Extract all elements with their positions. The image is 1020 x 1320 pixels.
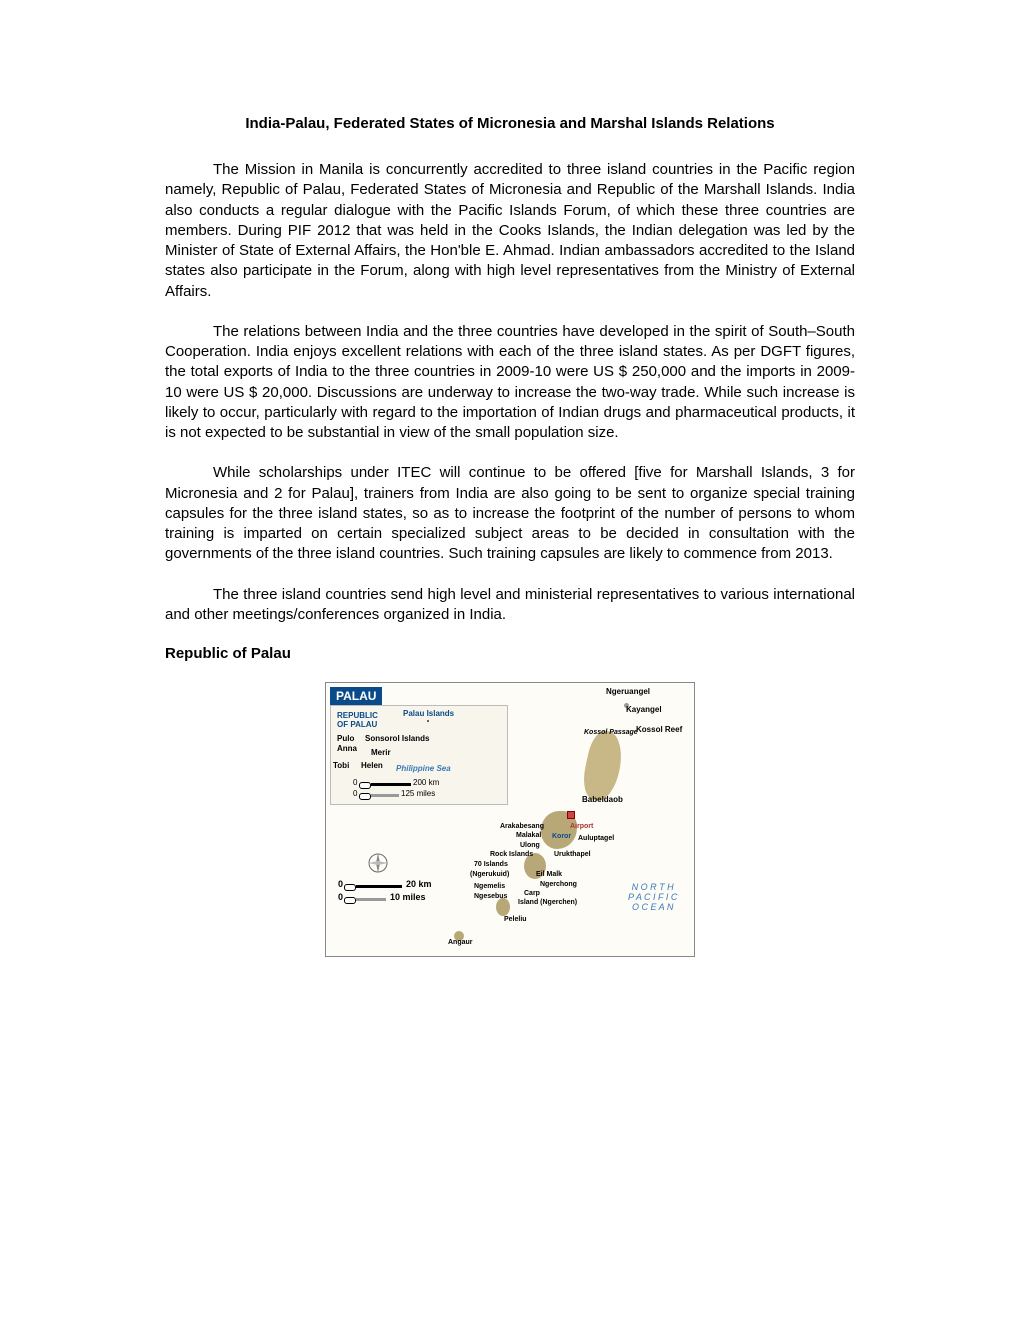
- label-urukthapel: Urukthapel: [554, 851, 591, 858]
- document-title: India-Palau, Federated States of Microne…: [165, 115, 855, 132]
- label-kossol: Kossol Reef: [636, 725, 682, 734]
- inset-scale-bar2: [371, 794, 399, 797]
- label-ngerchong: Ngerchong: [540, 881, 577, 888]
- map-header: PALAU: [330, 687, 382, 705]
- inset-pulo: Pulo: [337, 734, 354, 743]
- label-ngesebus: Ngesebus: [474, 893, 507, 900]
- paragraph-2: The relations between India and the thre…: [165, 322, 855, 444]
- label-aulupiagei: Auluptagel: [578, 835, 614, 842]
- paragraph-4: The three island countries send high lev…: [165, 585, 855, 626]
- inset-republic-label: REPUBLIC OF PALAU: [337, 712, 378, 730]
- paragraph-1: The Mission in Manila is concurrently ac…: [165, 160, 855, 302]
- main-scale-dist2: 10 miles: [390, 892, 426, 902]
- label-ngemelis: Ngemelis: [474, 883, 505, 890]
- label-airport: Airport: [570, 823, 593, 830]
- main-scale-bar1: [356, 885, 402, 888]
- inset-republic-line1: REPUBLIC: [337, 711, 378, 720]
- label-70-islands: 70 Islands: [474, 861, 508, 868]
- label-ocean: N O R T H P A C I F I C O C E A N: [628, 883, 677, 913]
- label-arakabesang: Arakabesang: [500, 823, 544, 830]
- label-peleliu: Peleliu: [504, 916, 527, 923]
- label-malakal: Malakal: [516, 832, 541, 839]
- section-heading-palau: Republic of Palau: [165, 645, 855, 662]
- paragraph-3: While scholarships under ITEC will conti…: [165, 463, 855, 564]
- inset-republic-line2: OF PALAU: [337, 720, 377, 729]
- inset-scale-dist1: 200 km: [413, 778, 439, 787]
- label-kossol-passage: Kossol Passage: [584, 729, 638, 736]
- main-scale-bar2: [356, 898, 386, 901]
- label-angaur: Angaur: [448, 939, 473, 946]
- label-koror: Koror: [552, 833, 571, 840]
- inset-merir: Merir: [371, 748, 391, 757]
- island-babeldaob: [579, 728, 627, 804]
- palau-map: PALAU REPUBLIC OF PALAU Palau Islands Pu…: [325, 682, 695, 957]
- inset-sonsorol: Sonsorol Islands: [365, 734, 429, 743]
- label-ngeruangel: Ngeruangel: [606, 687, 650, 696]
- label-kayangel: Kayangel: [626, 705, 662, 714]
- inset-tobi: Tobi: [333, 761, 349, 770]
- island-peleliu: [496, 898, 510, 916]
- inset-scale-zero2: 0: [353, 789, 357, 798]
- compass-icon: [366, 851, 390, 875]
- label-ulong: Ulong: [520, 842, 540, 849]
- inset-palau-islands: Palau Islands: [403, 710, 454, 718]
- inset-scale-bar1: [371, 783, 411, 786]
- map-container: PALAU REPUBLIC OF PALAU Palau Islands Pu…: [165, 682, 855, 957]
- inset-scale-zero1: 0: [353, 778, 357, 787]
- capital-marker-icon: [567, 811, 575, 819]
- label-babeldaob: Babeldaob: [582, 795, 623, 804]
- main-scale-zero1: 0: [338, 879, 343, 889]
- label-ngerukuid: (Ngerukuid): [470, 871, 509, 878]
- dot-icon: [427, 720, 429, 722]
- inset-anna: Anna: [337, 744, 357, 753]
- inset-scale-dist2: 125 miles: [401, 789, 435, 798]
- inset-helen: Helen: [361, 761, 383, 770]
- map-inset: REPUBLIC OF PALAU Palau Islands Pulo Ann…: [330, 705, 508, 805]
- main-scale-zero2: 0: [338, 892, 343, 902]
- label-carp: Carp: [524, 890, 540, 897]
- inset-philippine-sea: Philippine Sea: [396, 764, 451, 773]
- label-rock-islands: Rock Islands: [490, 851, 533, 858]
- label-eil-malk: Eil Malk: [536, 871, 562, 878]
- main-scale-dist1: 20 km: [406, 879, 432, 889]
- label-island-ngerchen: Island (Ngerchen): [518, 899, 577, 906]
